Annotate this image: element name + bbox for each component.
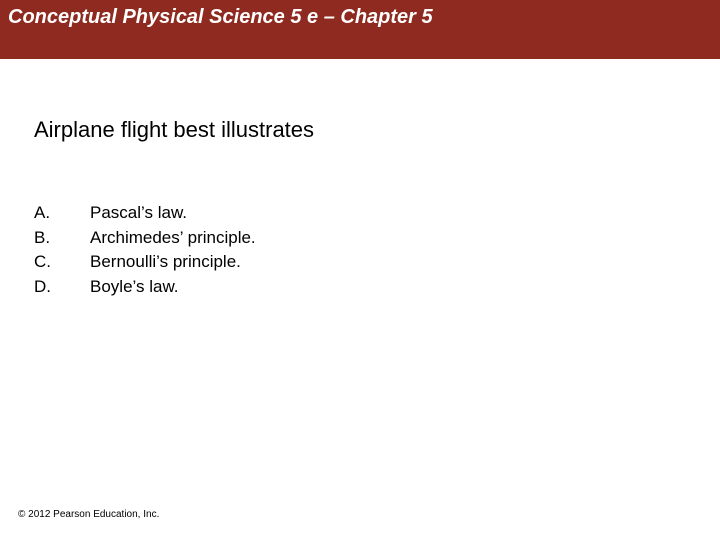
slide-body: Airplane flight best illustrates A. Pasc… <box>0 117 720 300</box>
option-text: Archimedes’ principle. <box>90 226 686 251</box>
option-text: Pascal’s law. <box>90 201 686 226</box>
option-text: Bernoulli’s principle. <box>90 250 686 275</box>
option-row: B. Archimedes’ principle. <box>34 226 686 251</box>
slide: Conceptual Physical Science 5 e – Chapte… <box>0 0 720 540</box>
question-text: Airplane flight best illustrates <box>34 117 686 143</box>
option-letter: D. <box>34 275 90 300</box>
copyright-text: © 2012 Pearson Education, Inc. <box>18 509 159 520</box>
option-text: Boyle’s law. <box>90 275 686 300</box>
option-row: D. Boyle’s law. <box>34 275 686 300</box>
option-letter: B. <box>34 226 90 251</box>
header-title: Conceptual Physical Science 5 e – Chapte… <box>8 6 712 29</box>
option-letter: C. <box>34 250 90 275</box>
options-list: A. Pascal’s law. B. Archimedes’ principl… <box>34 201 686 300</box>
header-bar: Conceptual Physical Science 5 e – Chapte… <box>0 0 720 59</box>
option-row: A. Pascal’s law. <box>34 201 686 226</box>
option-row: C. Bernoulli’s principle. <box>34 250 686 275</box>
option-letter: A. <box>34 201 90 226</box>
